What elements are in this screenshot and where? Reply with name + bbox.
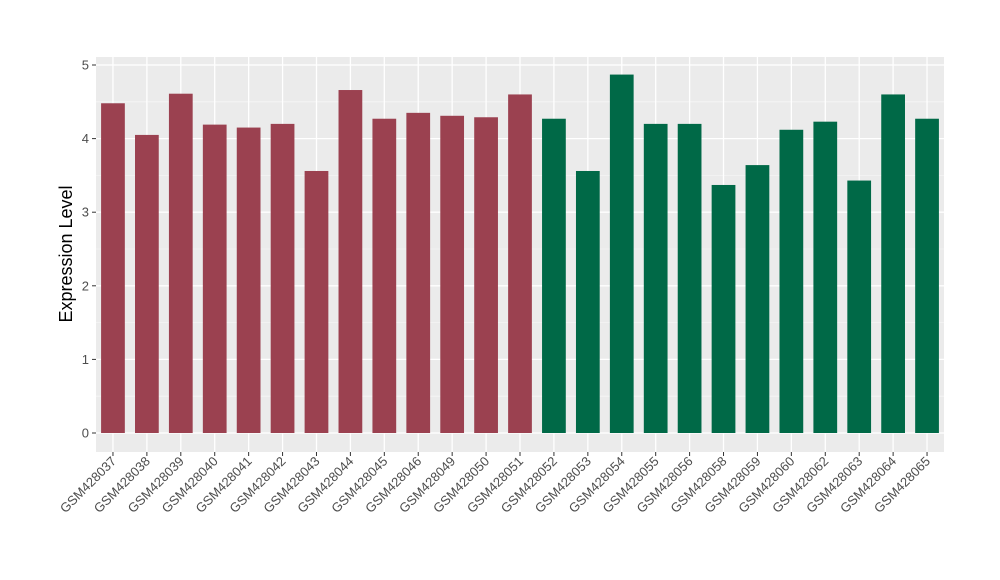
y-tick-label: 0 [82, 426, 89, 441]
bars [101, 74, 939, 434]
bar-GSM428046 [406, 112, 431, 433]
bar-GSM428038 [135, 134, 159, 434]
y-tick-label: 4 [82, 131, 89, 146]
bar-GSM428043 [304, 170, 329, 433]
bar-GSM428042 [270, 123, 295, 433]
bar-GSM428040 [202, 124, 227, 433]
bar-GSM428045 [372, 118, 397, 433]
bar-GSM428039 [168, 93, 193, 433]
bar-GSM428056 [677, 123, 702, 433]
bar-GSM428041 [236, 127, 261, 433]
bar-GSM428065 [915, 118, 939, 433]
bar-GSM428058 [711, 184, 736, 433]
bar-GSM428062 [813, 121, 838, 433]
bar-GSM428037 [101, 103, 125, 433]
y-tick-label: 2 [82, 278, 89, 293]
y-axis: 0 1 2 3 4 5 [82, 58, 96, 441]
bar-GSM428064 [881, 94, 905, 433]
bar-GSM428063 [847, 180, 872, 433]
bar-GSM428052 [542, 118, 566, 433]
bar-GSM428055 [643, 123, 668, 433]
bar-GSM428053 [575, 170, 600, 433]
bar-GSM428060 [779, 129, 804, 433]
bar-GSM428044 [338, 90, 363, 434]
y-tick-label: 5 [82, 58, 89, 73]
bar-GSM428059 [745, 165, 770, 433]
y-tick-label: 1 [82, 352, 89, 367]
bar-GSM428054 [609, 74, 634, 434]
y-tick-label: 3 [82, 205, 89, 220]
x-axis: GSM428037GSM428038GSM428039GSM428040GSM4… [57, 452, 933, 516]
bar-GSM428051 [508, 94, 532, 433]
bar-GSM428049 [440, 115, 465, 433]
y-axis-title: Expression Level [56, 185, 76, 322]
bar-GSM428050 [474, 117, 498, 434]
